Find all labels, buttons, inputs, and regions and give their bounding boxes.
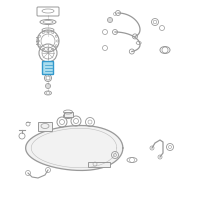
Bar [88,162,110,167]
Bar [64,112,73,117]
Ellipse shape [64,114,72,118]
FancyBboxPatch shape [42,62,54,74]
Polygon shape [26,126,123,170]
Bar [38,122,52,131]
